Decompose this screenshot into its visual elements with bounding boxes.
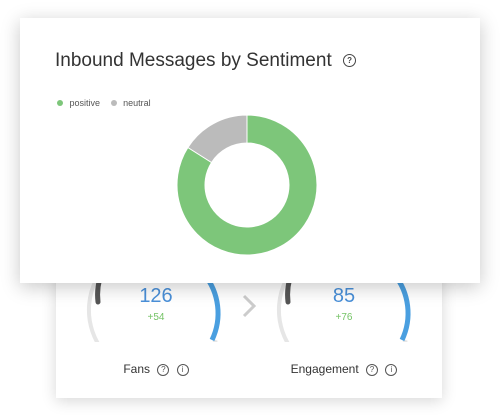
fans-info-icon[interactable]: i — [176, 364, 189, 376]
donut-slice-positive[interactable] — [176, 114, 318, 256]
engagement-gauge-right-arc — [392, 272, 411, 342]
legend-item-positive[interactable]: positive — [57, 98, 100, 108]
fans-gauge-track — [86, 279, 218, 342]
fans-delta: +54 — [147, 312, 165, 323]
legend-item-neutral[interactable]: neutral — [110, 98, 151, 108]
sentiment-donut-chart — [176, 114, 318, 256]
engagement-label: Engagement — [290, 362, 359, 376]
legend-dot-neutral — [110, 100, 117, 106]
legend-label-neutral: neutral — [123, 98, 151, 108]
engagement-delta: +76 — [335, 312, 353, 323]
chart-legend: positive neutral — [57, 98, 159, 108]
legend-dot-positive — [57, 100, 63, 106]
legend-label-positive: positive — [69, 98, 101, 108]
fans-gauge-right-arc — [202, 272, 221, 342]
sentiment-card: Inbound Messages by Sentiment ? positive… — [20, 18, 480, 283]
chevron-right-icon[interactable] — [241, 294, 257, 318]
engagement-info-icon[interactable]: i — [385, 364, 398, 376]
fans-label: Fans — [123, 362, 150, 376]
title-help-icon[interactable]: ? — [343, 54, 357, 67]
fans-label-row: Fans ? i — [86, 362, 226, 376]
engagement-help-icon[interactable]: ? — [366, 364, 379, 376]
fans-help-icon[interactable]: ? — [157, 364, 170, 376]
donut-slice-neutral[interactable] — [187, 114, 248, 164]
engagement-label-row: Engagement ? i — [274, 362, 414, 376]
card-title-row: Inbound Messages by Sentiment ? — [55, 50, 357, 72]
engagement-value: 85 — [332, 285, 356, 307]
engagement-gauge-track — [276, 279, 408, 342]
card-title: Inbound Messages by Sentiment — [55, 50, 332, 71]
metrics-card: 126 +54 Fans ? i 85 +76 Engagement ? i — [56, 262, 442, 398]
fans-value: 126 — [139, 285, 173, 307]
